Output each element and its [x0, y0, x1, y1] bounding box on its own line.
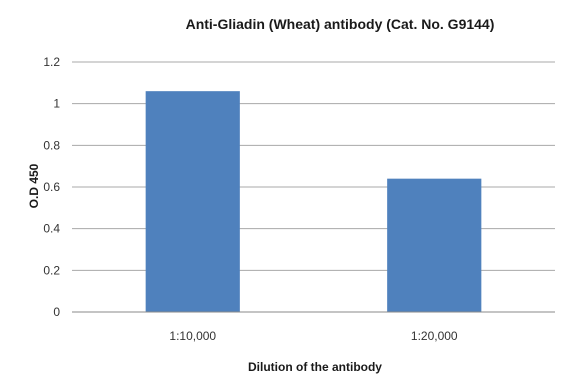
x-tick-label: 1:10,000 [169, 329, 216, 343]
y-tick-label: 0.2 [43, 263, 60, 277]
y-tick-label: 0.6 [43, 180, 60, 194]
y-tick-label: 0 [53, 305, 60, 319]
y-tick-label: 1 [53, 97, 60, 111]
y-axis-title: O.D 450 [27, 163, 41, 208]
y-tick-label: 0.4 [43, 222, 60, 236]
bar [387, 178, 482, 312]
y-tick-labels: 0 0.2 0.4 0.6 0.8 1 1.2 [43, 55, 60, 319]
y-tick-label: 1.2 [43, 55, 60, 69]
bar [145, 91, 240, 313]
x-tick-labels: 1:10,000 1:20,000 [169, 329, 458, 343]
chart-title: Anti-Gliadin (Wheat) antibody (Cat. No. … [186, 16, 495, 32]
x-axis-title: Dilution of the antibody [248, 360, 382, 374]
y-tick-label: 0.8 [43, 138, 60, 152]
bars [145, 91, 482, 313]
x-tick-label: 1:20,000 [411, 329, 458, 343]
gridlines [72, 61, 555, 271]
